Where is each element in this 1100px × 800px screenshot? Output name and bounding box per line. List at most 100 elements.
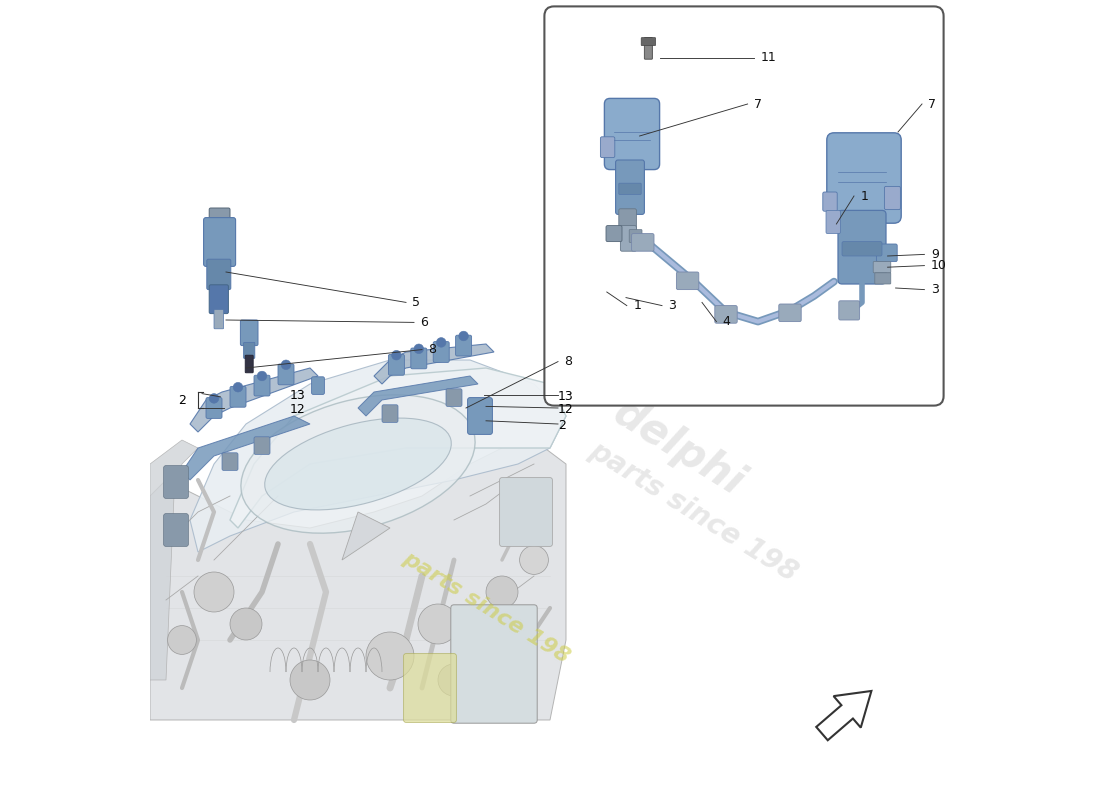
FancyBboxPatch shape	[619, 183, 641, 194]
Text: 12: 12	[290, 403, 306, 416]
FancyBboxPatch shape	[254, 375, 270, 396]
FancyBboxPatch shape	[207, 259, 231, 290]
Circle shape	[282, 360, 290, 370]
FancyBboxPatch shape	[278, 364, 294, 385]
Ellipse shape	[265, 418, 451, 510]
Polygon shape	[190, 360, 566, 552]
FancyBboxPatch shape	[826, 210, 840, 234]
Circle shape	[392, 350, 402, 360]
Circle shape	[414, 344, 424, 354]
FancyBboxPatch shape	[715, 306, 737, 323]
Text: 1: 1	[860, 190, 868, 202]
FancyBboxPatch shape	[544, 6, 944, 406]
Text: 4: 4	[723, 315, 730, 328]
FancyBboxPatch shape	[451, 605, 537, 723]
Polygon shape	[182, 416, 310, 480]
Text: 6: 6	[420, 316, 428, 329]
Text: 10: 10	[931, 259, 947, 272]
Circle shape	[459, 331, 469, 341]
FancyBboxPatch shape	[382, 405, 398, 422]
Text: delphi: delphi	[605, 391, 751, 505]
FancyBboxPatch shape	[388, 354, 405, 375]
Polygon shape	[342, 512, 390, 560]
Polygon shape	[230, 368, 566, 528]
FancyBboxPatch shape	[604, 98, 660, 170]
FancyBboxPatch shape	[620, 226, 637, 251]
FancyBboxPatch shape	[631, 234, 654, 251]
Text: 7: 7	[754, 98, 762, 110]
FancyBboxPatch shape	[468, 398, 493, 434]
FancyArrow shape	[816, 691, 871, 740]
Text: 2: 2	[178, 394, 186, 406]
Text: 2: 2	[558, 419, 565, 432]
FancyBboxPatch shape	[629, 230, 642, 242]
Text: parts since 198: parts since 198	[585, 437, 803, 587]
FancyBboxPatch shape	[243, 342, 255, 358]
FancyBboxPatch shape	[254, 437, 270, 454]
FancyBboxPatch shape	[601, 137, 615, 158]
Text: 5: 5	[412, 296, 420, 309]
Text: 12: 12	[558, 403, 574, 416]
FancyBboxPatch shape	[222, 453, 238, 470]
Polygon shape	[150, 440, 566, 720]
FancyBboxPatch shape	[884, 186, 901, 210]
Circle shape	[486, 576, 518, 608]
FancyBboxPatch shape	[873, 262, 891, 273]
FancyBboxPatch shape	[164, 514, 188, 546]
Text: 11: 11	[760, 51, 777, 64]
Text: 8: 8	[428, 343, 437, 356]
FancyBboxPatch shape	[206, 398, 222, 418]
Text: 1: 1	[634, 299, 641, 312]
FancyBboxPatch shape	[641, 38, 656, 46]
Circle shape	[230, 608, 262, 640]
FancyBboxPatch shape	[838, 210, 886, 284]
FancyBboxPatch shape	[779, 304, 801, 322]
FancyBboxPatch shape	[404, 654, 456, 722]
Circle shape	[233, 382, 243, 392]
Circle shape	[209, 394, 219, 403]
Circle shape	[290, 660, 330, 700]
FancyBboxPatch shape	[433, 342, 449, 362]
FancyBboxPatch shape	[616, 160, 645, 214]
FancyBboxPatch shape	[606, 226, 621, 242]
FancyBboxPatch shape	[209, 285, 229, 314]
Text: 13: 13	[558, 390, 574, 402]
FancyBboxPatch shape	[842, 242, 882, 256]
Text: 7: 7	[928, 98, 936, 110]
FancyBboxPatch shape	[230, 386, 246, 407]
FancyBboxPatch shape	[874, 273, 891, 284]
FancyBboxPatch shape	[446, 389, 462, 406]
Circle shape	[194, 572, 234, 612]
FancyBboxPatch shape	[823, 192, 837, 211]
FancyBboxPatch shape	[245, 355, 253, 373]
FancyBboxPatch shape	[827, 133, 901, 223]
Circle shape	[437, 338, 446, 347]
FancyBboxPatch shape	[241, 320, 258, 346]
Ellipse shape	[241, 395, 475, 533]
Circle shape	[366, 632, 414, 680]
FancyBboxPatch shape	[455, 335, 472, 356]
FancyBboxPatch shape	[619, 209, 637, 230]
FancyBboxPatch shape	[499, 478, 552, 546]
Circle shape	[167, 626, 197, 654]
FancyBboxPatch shape	[204, 218, 235, 266]
Polygon shape	[150, 440, 198, 680]
Text: 3: 3	[669, 299, 676, 312]
FancyBboxPatch shape	[164, 466, 188, 498]
Text: 3: 3	[931, 283, 938, 296]
Circle shape	[257, 371, 267, 381]
FancyBboxPatch shape	[209, 208, 230, 226]
FancyBboxPatch shape	[214, 310, 223, 329]
Text: 8: 8	[564, 355, 572, 368]
Circle shape	[418, 604, 458, 644]
Circle shape	[438, 664, 470, 696]
Polygon shape	[358, 376, 478, 416]
Polygon shape	[374, 344, 494, 384]
FancyBboxPatch shape	[311, 377, 324, 394]
FancyBboxPatch shape	[676, 272, 698, 290]
FancyBboxPatch shape	[877, 244, 898, 262]
Text: 9: 9	[931, 248, 938, 261]
Circle shape	[519, 546, 549, 574]
FancyBboxPatch shape	[410, 348, 427, 369]
FancyBboxPatch shape	[645, 38, 652, 59]
